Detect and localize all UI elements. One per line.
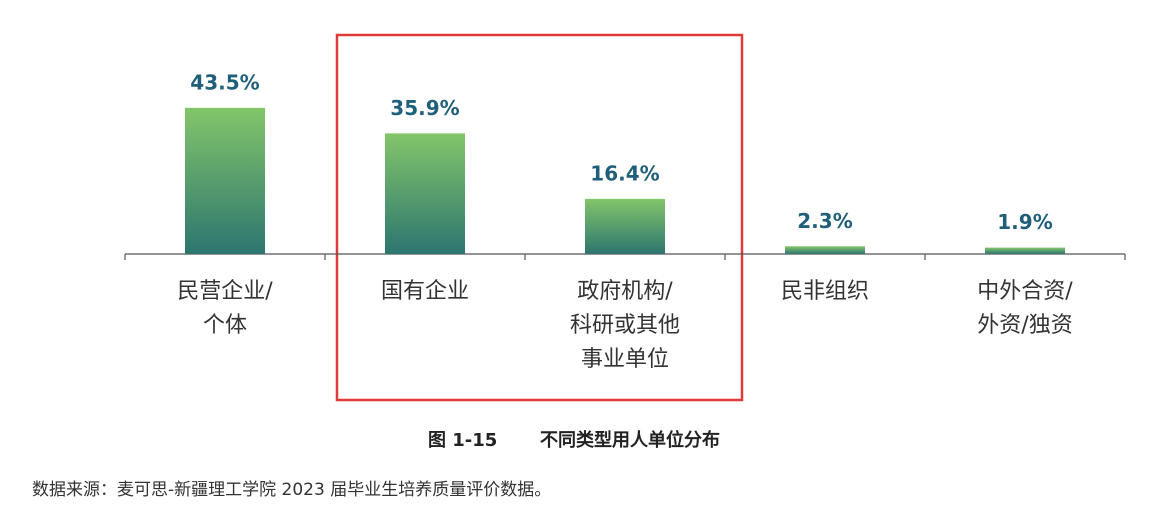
x-tick-label: 国有企业 [381,279,469,304]
x-tick-label: 中外合资/ [977,279,1073,304]
chart-title: 不同类型用人单位分布 [540,429,720,451]
bar [185,107,265,254]
x-tick-label: 事业单位 [581,347,669,372]
x-tick-label: 政府机构/ [577,279,673,304]
value-label: 2.3% [797,209,852,233]
source-note: 数据来源：麦可思-新疆理工学院 2023 届毕业生培养质量评价数据。 [32,480,551,500]
bar [985,247,1065,254]
figure-label: 图 1-15 [428,430,497,451]
bar [385,133,465,254]
bar [585,198,665,254]
x-tick-label: 个体 [203,313,247,338]
x-tick-label: 外资/独资 [977,313,1072,338]
value-label: 16.4% [590,161,659,185]
x-tick-label: 民营企业/ [177,279,273,304]
value-label: 1.9% [997,210,1052,234]
x-tick-label: 科研或其他 [570,313,680,338]
bar [785,246,865,254]
highlight-box [335,33,744,402]
value-label: 35.9% [390,96,459,120]
x-tick-label: 民非组织 [781,279,869,304]
value-label: 43.5% [190,70,259,94]
